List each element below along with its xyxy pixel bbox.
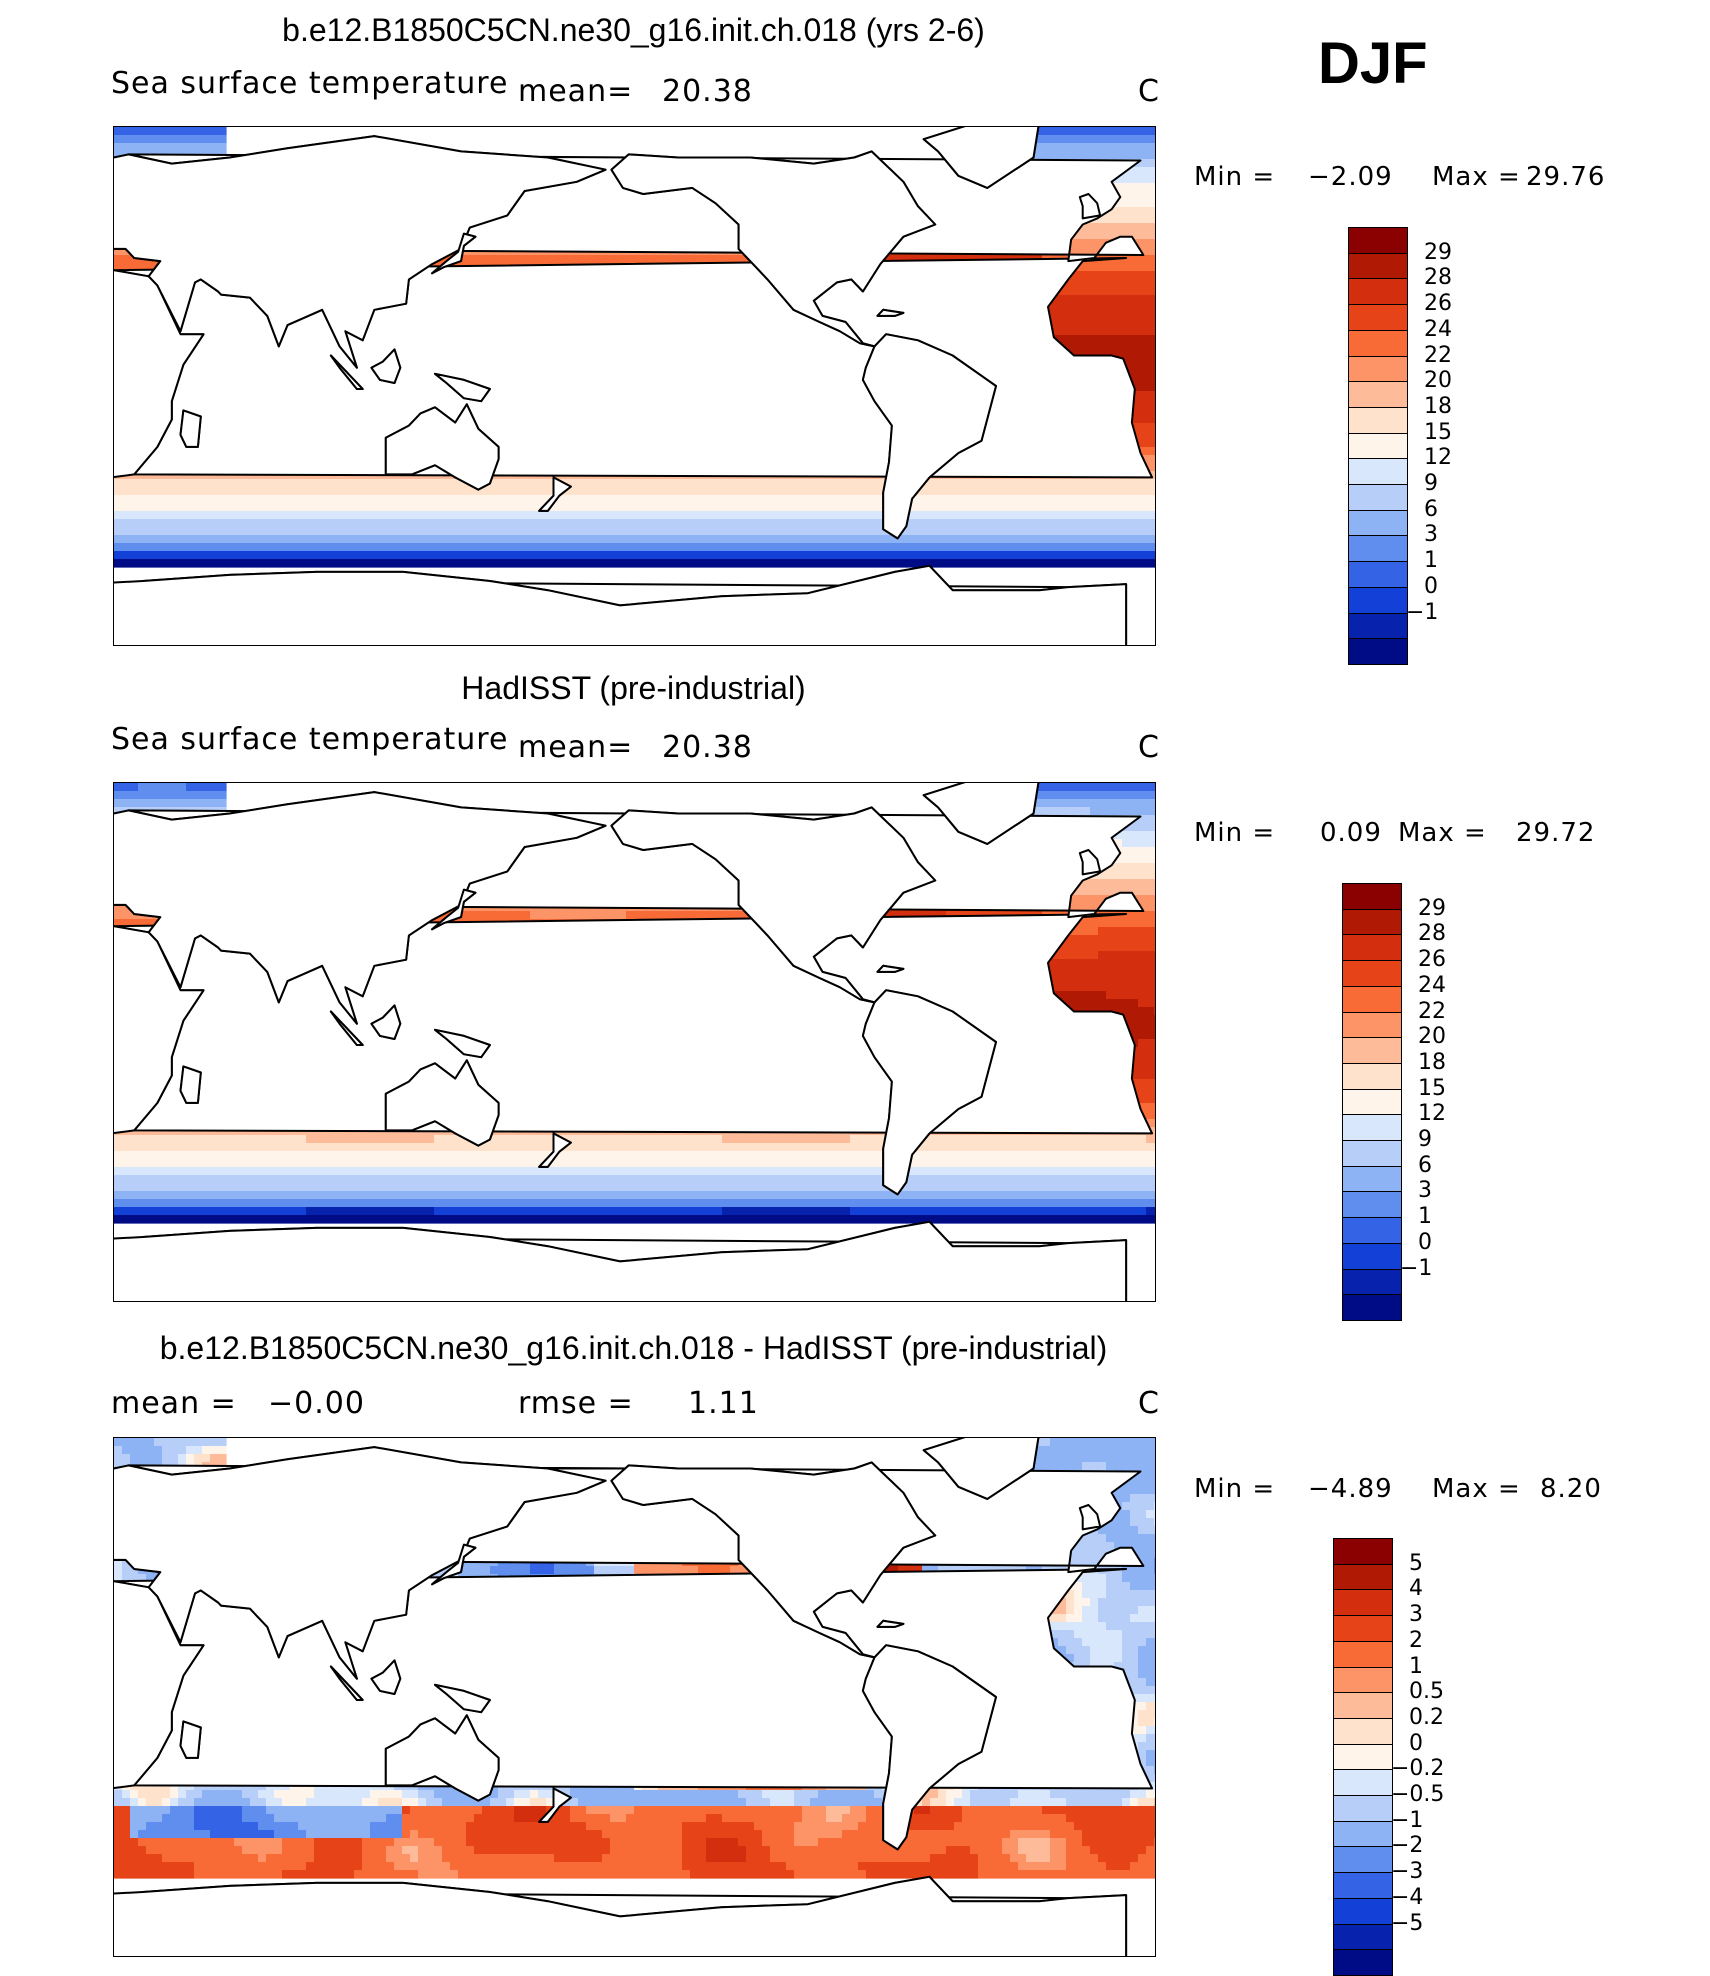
colorbar-tick-label: −1 bbox=[1406, 600, 1438, 625]
colorbar-tick-label: 1 bbox=[1418, 1204, 1432, 1229]
season-label: DJF bbox=[1318, 30, 1428, 97]
colorbar-tick-label: 4 bbox=[1409, 1576, 1423, 1601]
colorbar-tick-label: 2 bbox=[1409, 1628, 1423, 1653]
colorbar-tick-label: 3 bbox=[1409, 1602, 1423, 1627]
panel-2-mean-value: 20.38 bbox=[662, 730, 753, 765]
panel-1-map bbox=[113, 126, 1156, 646]
panel-2-min-label: Min = bbox=[1194, 818, 1275, 848]
colorbar-tick-label: −4 bbox=[1391, 1885, 1423, 1910]
colorbar-tick-label: −5 bbox=[1391, 1911, 1423, 1936]
colorbar-tick-label: 1 bbox=[1409, 1654, 1423, 1679]
colorbar-tick-label: 22 bbox=[1418, 999, 1446, 1024]
panel-2-max-value: 29.72 bbox=[1516, 818, 1595, 848]
panel-3-rmse-label: rmse = bbox=[518, 1386, 634, 1421]
colorbar-tick-label: 18 bbox=[1424, 394, 1452, 419]
land-mass bbox=[114, 566, 1126, 645]
land-mass bbox=[114, 1222, 1126, 1301]
panel-1-min-value: −2.09 bbox=[1308, 162, 1393, 192]
colorbar-tick-label: 0 bbox=[1418, 1230, 1432, 1255]
panel-1-min-label: Min = bbox=[1194, 162, 1275, 192]
colorbar-tick-label: 20 bbox=[1424, 368, 1452, 393]
panel-2-mean-label: mean= bbox=[518, 730, 633, 765]
colorbar-tick-label: 6 bbox=[1418, 1153, 1432, 1178]
colorbar-tick-label: 12 bbox=[1418, 1101, 1446, 1126]
colorbar-tick-label: −1 bbox=[1400, 1256, 1432, 1281]
colorbar-tick-label: 29 bbox=[1418, 896, 1446, 921]
colorbar-tick-label: 6 bbox=[1424, 497, 1438, 522]
panel-2-title: HadISST (pre-industrial) bbox=[113, 670, 1154, 707]
colorbar-tick-label: 0 bbox=[1424, 574, 1438, 599]
colorbar-tick-label: 5 bbox=[1409, 1551, 1423, 1576]
panel-3-rmse-value: 1.11 bbox=[688, 1386, 759, 1421]
land-mass bbox=[114, 1877, 1126, 1956]
colorbar-tick-label: 15 bbox=[1424, 420, 1452, 445]
colorbar-tick-label: 9 bbox=[1424, 471, 1438, 496]
colorbar-tick-label: 24 bbox=[1418, 973, 1446, 998]
colorbar-tick-label: −0.5 bbox=[1391, 1782, 1444, 1807]
land-mass bbox=[181, 1721, 201, 1758]
panel-1-mean-value: 20.38 bbox=[662, 74, 753, 109]
panel-2-min-value: 0.09 bbox=[1320, 818, 1382, 848]
colorbar-tick-label: 12 bbox=[1424, 445, 1452, 470]
land-mass bbox=[181, 410, 201, 447]
colorbar-tick-label: 15 bbox=[1418, 1076, 1446, 1101]
colorbar-tick-label: 3 bbox=[1418, 1178, 1432, 1203]
panel-1-max-label: Max = bbox=[1432, 162, 1521, 192]
panel-3-title: b.e12.B1850C5CN.ne30_g16.init.ch.018 - H… bbox=[100, 1330, 1167, 1367]
panel-3-mean-label: mean = bbox=[111, 1386, 237, 1421]
colorbar-tick-label: 0.5 bbox=[1409, 1679, 1444, 1704]
panel-3-mean-value: −0.00 bbox=[268, 1386, 365, 1421]
colorbar-tick-label: 28 bbox=[1424, 265, 1452, 290]
colorbar-tick-label: 28 bbox=[1418, 921, 1446, 946]
colorbar-tick-label: 26 bbox=[1418, 947, 1446, 972]
panel-2-units: C bbox=[1138, 730, 1160, 765]
colorbar-tick-label: 24 bbox=[1424, 317, 1452, 342]
panel-1-max-value: 29.76 bbox=[1526, 162, 1605, 192]
colorbar-tick-label: 20 bbox=[1418, 1024, 1446, 1049]
colorbar-tick-label: −0.2 bbox=[1391, 1756, 1444, 1781]
panel-3-units: C bbox=[1138, 1386, 1160, 1421]
colorbar-tick-label: 0.2 bbox=[1409, 1705, 1444, 1730]
colorbar-tick-label: −3 bbox=[1391, 1859, 1423, 1884]
colorbar-tick-label: 22 bbox=[1424, 343, 1452, 368]
land-mass bbox=[181, 1066, 201, 1103]
panel-2-variable: Sea surface temperature bbox=[111, 722, 508, 757]
colorbar-tick-label: 3 bbox=[1424, 522, 1438, 547]
panel-3-min-label: Min = bbox=[1194, 1474, 1275, 1504]
colorbar-tick-label: 0 bbox=[1409, 1731, 1423, 1756]
panel-2-map bbox=[113, 782, 1156, 1302]
panel-1-variable: Sea surface temperature bbox=[111, 66, 508, 101]
colorbar-tick-label: 1 bbox=[1424, 548, 1438, 573]
panel-2-max-label: Max = bbox=[1398, 818, 1487, 848]
panel-1-title: b.e12.B1850C5CN.ne30_g16.init.ch.018 (yr… bbox=[113, 12, 1154, 49]
panel-3-map bbox=[113, 1437, 1156, 1957]
panel-3-max-value: 8.20 bbox=[1540, 1474, 1602, 1504]
colorbar-tick-label: 9 bbox=[1418, 1127, 1432, 1152]
panel-1-mean-label: mean= bbox=[518, 74, 633, 109]
panel-3-max-label: Max = bbox=[1432, 1474, 1521, 1504]
colorbar-tick-label: 26 bbox=[1424, 291, 1452, 316]
colorbar-tick-label: −2 bbox=[1391, 1833, 1423, 1858]
panel-1-units: C bbox=[1138, 74, 1160, 109]
colorbar-tick-label: 29 bbox=[1424, 240, 1452, 265]
colorbar-tick-label: 18 bbox=[1418, 1050, 1446, 1075]
panel-3-min-value: −4.89 bbox=[1308, 1474, 1393, 1504]
colorbar-tick-label: −1 bbox=[1391, 1808, 1423, 1833]
